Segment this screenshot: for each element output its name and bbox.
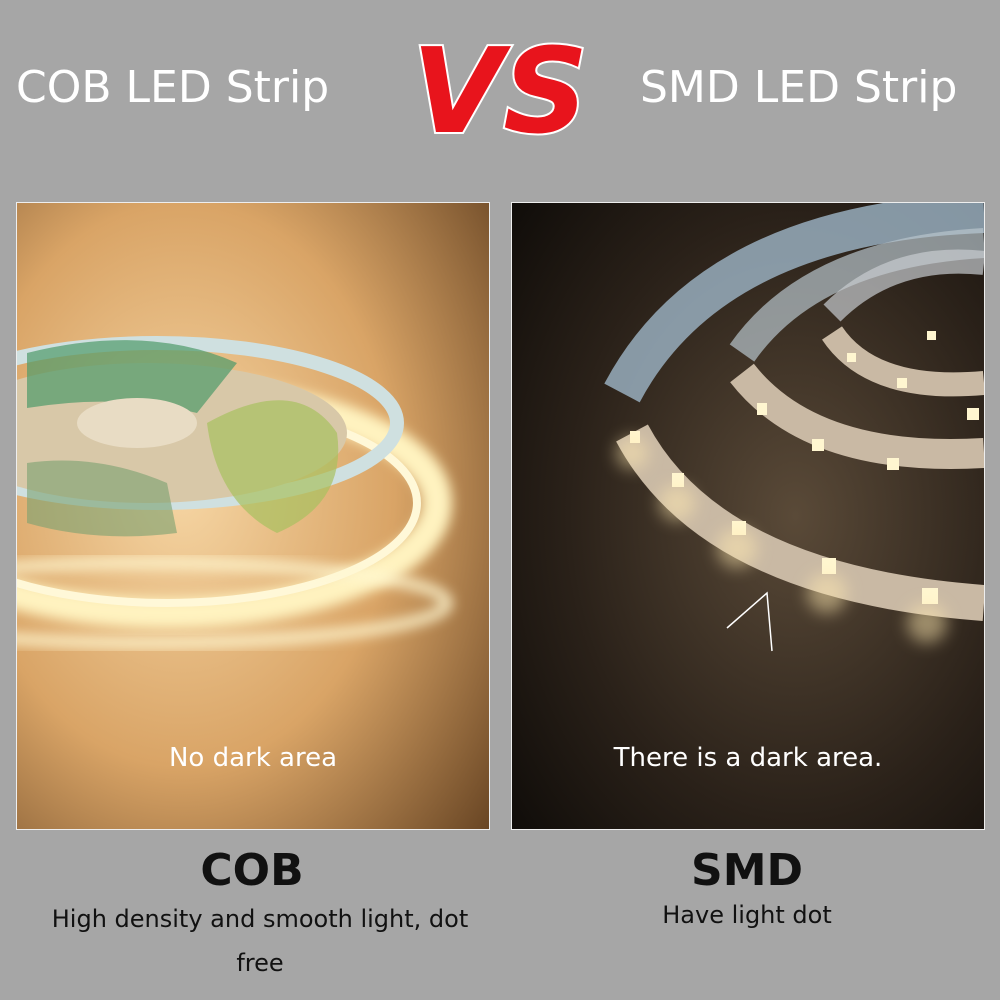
right-title: SMD LED Strip: [640, 62, 958, 113]
vs-text: VS: [412, 22, 588, 150]
cob-description: High density and smooth light, dot free: [51, 905, 469, 977]
cob-photo: No dark area: [16, 202, 490, 830]
cob-caption: No dark area: [168, 743, 338, 773]
smd-caption: There is a dark area.: [613, 743, 883, 773]
cob-illustration: [17, 203, 489, 829]
smd-description: Have light dot: [662, 901, 832, 929]
left-title: COB LED Strip: [16, 62, 330, 113]
smd-label: SMD: [691, 845, 803, 896]
smd-illustration: [512, 203, 984, 829]
cob-label: COB: [200, 845, 304, 896]
vs-logo: VS: [410, 20, 590, 150]
smd-photo: There is a dark area.: [511, 202, 985, 830]
